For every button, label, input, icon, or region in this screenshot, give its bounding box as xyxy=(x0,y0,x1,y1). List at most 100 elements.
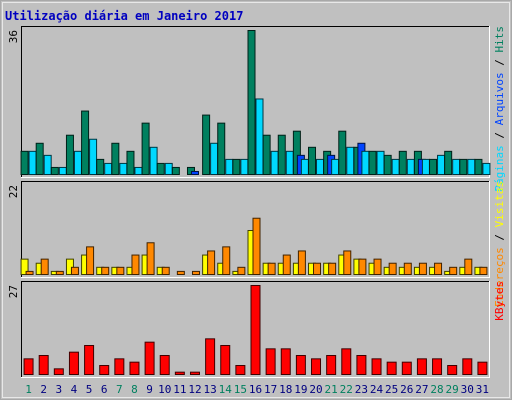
bar-enderecos-day-23 xyxy=(358,258,367,275)
bar-paginas-day-3 xyxy=(58,166,67,175)
bar-enderecos-day-7 xyxy=(116,266,125,275)
bar-paginas-day-23 xyxy=(361,150,370,175)
bar-paginas-day-15 xyxy=(240,158,249,175)
bar-kbytes-day-2 xyxy=(38,355,49,375)
legend-top: Páginas / Arquivos / Hits xyxy=(493,26,506,192)
bar-paginas-day-26 xyxy=(406,158,415,175)
x-tick-label: 4 xyxy=(71,383,78,396)
legend-item-arquivos: Arquivos xyxy=(493,72,506,125)
bar-paginas-day-16 xyxy=(255,98,264,175)
bar-hits-day-17 xyxy=(262,134,271,176)
bar-enderecos-day-15 xyxy=(237,266,246,275)
bar-hits-day-29 xyxy=(444,150,453,175)
bar-kbytes-day-10 xyxy=(159,355,170,375)
bar-kbytes-day-18 xyxy=(280,348,291,376)
bar-enderecos-day-4 xyxy=(70,266,79,275)
bar-hits-day-22 xyxy=(338,130,347,175)
legend-item-visitas: Visitas xyxy=(493,181,506,227)
bar-kbytes-day-1 xyxy=(23,358,34,376)
bar-enderecos-day-16 xyxy=(252,217,261,276)
bar-kbytes-day-19 xyxy=(295,355,306,375)
x-tick-label: 18 xyxy=(279,383,292,396)
bar-hits-day-31 xyxy=(474,158,483,175)
panel-max-label: 36 xyxy=(7,30,20,43)
x-tick-label: 17 xyxy=(264,383,277,396)
bar-paginas-day-9 xyxy=(149,146,158,176)
x-tick-label: 20 xyxy=(309,383,322,396)
legend-middle: Endereços / Visitas xyxy=(493,181,506,307)
bar-enderecos-day-17 xyxy=(267,262,276,275)
bar-kbytes-day-8 xyxy=(129,361,140,375)
bar-kbytes-day-17 xyxy=(265,348,276,376)
x-tick-label: 30 xyxy=(461,383,474,396)
x-tick-label: 11 xyxy=(173,383,186,396)
bar-kbytes-day-26 xyxy=(401,361,412,375)
bar-paginas-day-17 xyxy=(270,150,279,175)
bar-enderecos-day-10 xyxy=(161,266,170,275)
x-tick-label: 27 xyxy=(415,383,428,396)
bar-kbytes-day-11 xyxy=(174,371,185,375)
bar-hits-day-26 xyxy=(398,150,407,175)
bar-paginas-day-31 xyxy=(482,162,491,176)
bar-paginas-day-24 xyxy=(376,150,385,175)
x-tick-label: 5 xyxy=(86,383,93,396)
bar-kbytes-day-16 xyxy=(250,285,261,375)
bar-paginas-day-5 xyxy=(89,138,98,175)
x-tick-label: 26 xyxy=(400,383,413,396)
bar-paginas-day-22 xyxy=(346,146,355,176)
bar-paginas-day-1 xyxy=(28,150,37,175)
x-tick-label: 3 xyxy=(56,383,63,396)
bar-kbytes-day-20 xyxy=(311,358,322,376)
bar-hits-day-15 xyxy=(232,158,241,175)
bar-hits-day-10 xyxy=(156,162,165,176)
bar-kbytes-day-15 xyxy=(235,365,246,375)
panel-max-label: 22 xyxy=(7,185,20,198)
bar-hits-day-1 xyxy=(20,150,29,175)
bar-kbytes-day-27 xyxy=(416,358,427,376)
x-tick-label: 31 xyxy=(476,383,489,396)
bar-enderecos-day-31 xyxy=(479,266,488,275)
bar-enderecos-day-30 xyxy=(464,258,473,275)
bar-hits-day-4 xyxy=(65,134,74,176)
bar-hits-day-13 xyxy=(202,114,211,176)
bar-enderecos-day-6 xyxy=(101,266,110,275)
bar-enderecos-day-20 xyxy=(313,262,322,275)
legend-separator: / xyxy=(493,227,506,247)
bar-kbytes-day-3 xyxy=(53,368,64,376)
legend-separator: / xyxy=(493,125,506,145)
bar-arquivos-day-12 xyxy=(190,170,199,176)
x-tick-label: 14 xyxy=(219,383,233,396)
bar-enderecos-day-14 xyxy=(222,246,231,275)
bar-kbytes-day-6 xyxy=(99,365,110,375)
bar-hits-day-18 xyxy=(277,134,286,176)
bar-enderecos-day-22 xyxy=(343,250,352,275)
bar-kbytes-day-5 xyxy=(84,345,95,375)
bar-paginas-day-14 xyxy=(225,158,234,175)
bar-enderecos-day-3 xyxy=(55,270,64,275)
x-tick-label: 10 xyxy=(158,383,171,396)
legend-item-hits: Hits xyxy=(493,26,506,53)
x-tick-label: 29 xyxy=(446,383,459,396)
bar-visitas-day-4 xyxy=(65,258,74,275)
bar-paginas-day-21 xyxy=(331,158,340,175)
x-tick-label: 8 xyxy=(131,383,138,396)
x-tick-label: 1 xyxy=(25,383,32,396)
x-tick-label: 21 xyxy=(325,383,338,396)
bar-kbytes-day-28 xyxy=(432,358,443,376)
x-tick-label: 12 xyxy=(188,383,201,396)
bar-paginas-day-10 xyxy=(164,162,173,176)
bar-paginas-day-13 xyxy=(210,142,219,175)
bar-hits-day-5 xyxy=(81,110,90,175)
bar-paginas-day-18 xyxy=(285,150,294,175)
x-tick-label: 13 xyxy=(203,383,216,396)
bar-paginas-day-19 xyxy=(300,158,309,175)
bar-enderecos-day-26 xyxy=(403,262,412,275)
bar-enderecos-day-5 xyxy=(86,246,95,275)
bar-enderecos-day-21 xyxy=(328,262,337,275)
bar-kbytes-day-12 xyxy=(189,371,200,375)
bar-hits-day-6 xyxy=(96,158,105,175)
x-tick-label: 6 xyxy=(101,383,108,396)
bar-hits-day-20 xyxy=(308,146,317,176)
bar-paginas-day-25 xyxy=(391,158,400,175)
bar-kbytes-day-29 xyxy=(447,365,458,375)
